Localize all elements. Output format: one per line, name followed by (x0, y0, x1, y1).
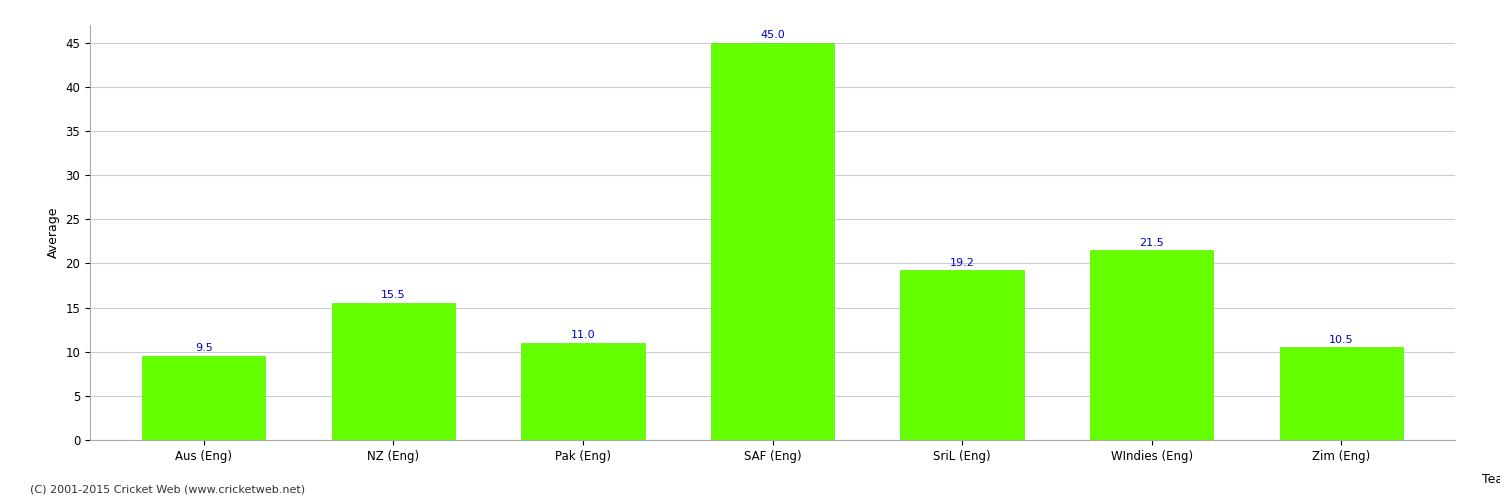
Bar (1280, 348, 1402, 440)
Bar (900, 270, 1023, 440)
Text: 15.5: 15.5 (381, 290, 405, 300)
Text: 21.5: 21.5 (1140, 238, 1164, 248)
Bar (332, 303, 454, 440)
Text: 9.5: 9.5 (195, 344, 213, 353)
Text: (C) 2001-2015 Cricket Web (www.cricketweb.net): (C) 2001-2015 Cricket Web (www.cricketwe… (30, 485, 305, 495)
Bar (1090, 250, 1214, 440)
Text: 11.0: 11.0 (570, 330, 596, 340)
Bar (142, 356, 266, 440)
Text: Team: Team (1482, 473, 1500, 486)
Y-axis label: Average: Average (46, 207, 60, 258)
Text: 19.2: 19.2 (950, 258, 975, 268)
Bar (522, 343, 645, 440)
Text: 10.5: 10.5 (1329, 334, 1353, 344)
Text: 45.0: 45.0 (760, 30, 784, 40)
Bar (711, 42, 834, 440)
